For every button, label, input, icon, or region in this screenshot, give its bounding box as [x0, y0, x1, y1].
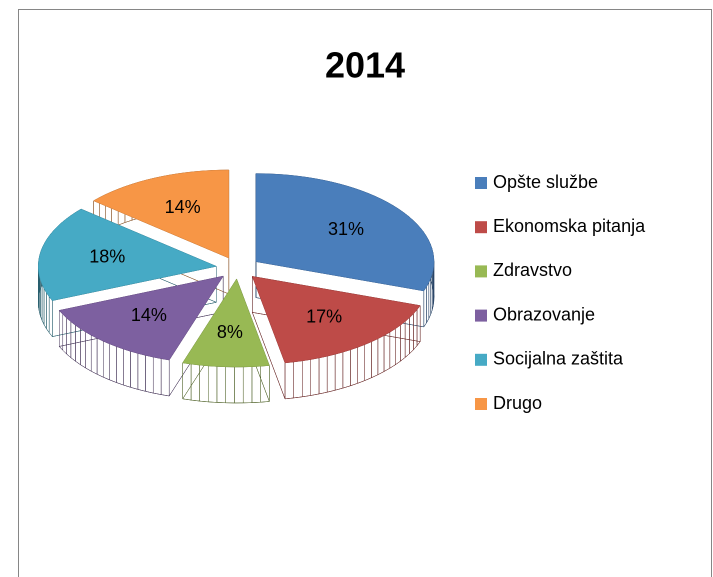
legend-label: Ekonomska pitanja: [493, 216, 646, 236]
legend-swatch: [475, 221, 487, 234]
data-label: 14%: [131, 305, 167, 325]
legend-label: Opšte službe: [493, 172, 598, 192]
legend-swatch: [475, 398, 487, 410]
slice: [182, 278, 270, 368]
legend-label: Socijalna zaštita: [493, 349, 624, 369]
chart-title: 2014: [325, 45, 405, 86]
slice: [93, 169, 230, 259]
legend-swatch: [475, 177, 487, 189]
legend-label: Zdravstvo: [493, 260, 572, 280]
legend-label: Drugo: [493, 393, 542, 413]
legend-swatch: [475, 353, 487, 366]
data-label: 18%: [89, 247, 125, 267]
legend-swatch: [475, 265, 487, 278]
data-label: 14%: [165, 197, 201, 217]
slice: [251, 276, 421, 364]
slice: [255, 173, 435, 292]
data-label: 31%: [328, 219, 364, 239]
legend-swatch: [475, 309, 487, 322]
legend-label: Obrazovanje: [493, 304, 595, 324]
slice: [58, 275, 224, 361]
chart-frame: [18, 9, 712, 577]
slice: [38, 208, 218, 301]
data-label: 17%: [306, 307, 342, 327]
data-label: 8%: [217, 322, 243, 342]
